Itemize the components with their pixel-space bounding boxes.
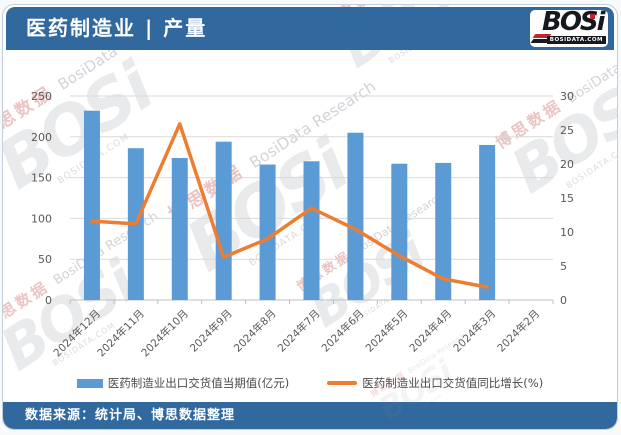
svg-text:0: 0 xyxy=(45,294,52,307)
chart-svg: 0501001502002500510152025302024年12月2024年… xyxy=(3,5,618,430)
svg-text:2024年2月: 2024年2月 xyxy=(495,307,543,355)
svg-text:2024年4月: 2024年4月 xyxy=(407,307,455,355)
svg-text:20: 20 xyxy=(560,158,574,171)
legend-item-bar: 医药制造业出口交货值当期值(亿元) xyxy=(77,375,289,391)
chart-legend: 医药制造业出口交货值当期值(亿元) 医药制造业出口交货值同比增长(%) xyxy=(3,373,617,393)
data-source-text: 数据来源：统计局、博思数据整理 xyxy=(3,402,617,429)
legend-line-swatch xyxy=(327,381,357,385)
svg-text:150: 150 xyxy=(31,172,52,185)
legend-bar-label: 医药制造业出口交货值当期值(亿元) xyxy=(108,375,289,391)
legend-item-line: 医药制造业出口交货值同比增长(%) xyxy=(327,375,543,391)
svg-text:2024年11月: 2024年11月 xyxy=(95,307,147,359)
svg-text:2024年8月: 2024年8月 xyxy=(231,307,279,355)
header-bar: 医药制造业 | 产量 BOSi BOSIDATA.COM xyxy=(6,7,614,50)
legend-bar-swatch xyxy=(77,379,103,388)
svg-text:0: 0 xyxy=(560,294,567,307)
page-title: 医药制造业 | 产量 xyxy=(26,7,207,50)
svg-text:2024年3月: 2024年3月 xyxy=(451,307,499,355)
svg-text:2024年10月: 2024年10月 xyxy=(139,307,191,359)
svg-text:2024年7月: 2024年7月 xyxy=(275,307,323,355)
svg-text:2024年6月: 2024年6月 xyxy=(319,307,367,355)
svg-text:25: 25 xyxy=(560,124,574,137)
report-card: 博思数据BosiData ResearchBOSiBOSIDATA.COM博思数… xyxy=(2,4,618,430)
svg-text:5: 5 xyxy=(560,260,567,273)
svg-text:250: 250 xyxy=(31,90,52,103)
svg-text:100: 100 xyxy=(31,212,52,225)
svg-text:2024年9月: 2024年9月 xyxy=(187,307,235,355)
bosi-logo-red-dot xyxy=(590,14,595,19)
bosi-logo-domain: BOSIDATA.COM xyxy=(547,36,606,44)
svg-text:2024年5月: 2024年5月 xyxy=(363,307,411,355)
svg-text:15: 15 xyxy=(560,192,574,205)
svg-text:50: 50 xyxy=(38,253,52,266)
footer-bar: 数据来源：统计局、博思数据整理 xyxy=(3,402,617,429)
svg-text:200: 200 xyxy=(31,131,52,144)
watermark-layer: 博思数据BosiData ResearchBOSiBOSIDATA.COM博思数… xyxy=(3,5,617,429)
svg-text:30: 30 xyxy=(560,90,574,103)
legend-line-label: 医药制造业出口交货值同比增长(%) xyxy=(362,375,543,391)
watermark-layer-top: 博思数据BosiData ResearchBOSiBOSIDATA.COM xyxy=(3,5,617,429)
bosi-logo: BOSi BOSIDATA.COM xyxy=(530,10,608,47)
svg-text:10: 10 xyxy=(560,226,574,239)
svg-text:2024年12月: 2024年12月 xyxy=(51,307,103,359)
